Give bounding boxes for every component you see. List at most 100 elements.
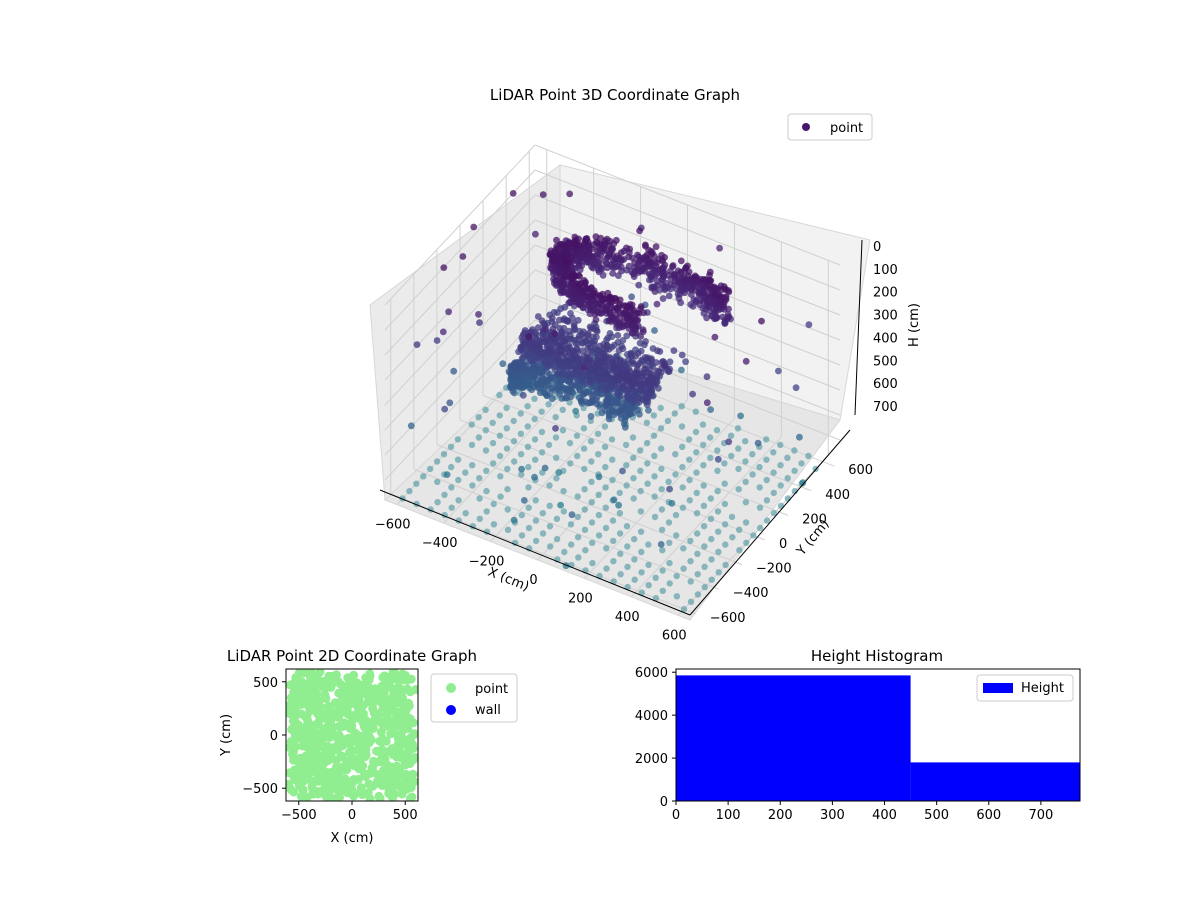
point-3d — [623, 244, 630, 252]
point-3d — [635, 281, 643, 289]
histogram-x-tick: 500 — [924, 808, 949, 823]
point-3d — [594, 430, 602, 437]
point-3d — [566, 331, 574, 339]
point-3d — [687, 558, 694, 565]
point-3d — [546, 390, 554, 397]
point-3d — [749, 471, 756, 478]
point-3d — [552, 434, 560, 441]
point-3d — [597, 358, 604, 366]
point-3d — [482, 447, 490, 454]
point-2d — [332, 773, 342, 783]
point-3d — [685, 436, 693, 443]
y-tick-3d: 400 — [825, 488, 850, 503]
point-3d — [605, 393, 613, 401]
point-3d — [510, 438, 518, 445]
point-3d — [589, 306, 597, 314]
point-3d — [610, 496, 618, 504]
point-3d — [455, 497, 462, 504]
point-2d — [393, 740, 403, 750]
point-3d — [647, 370, 654, 378]
point-3d — [608, 407, 616, 415]
point-3d — [585, 301, 593, 309]
point-2d — [364, 779, 374, 789]
point-3d — [468, 441, 476, 449]
point-2d — [296, 709, 306, 719]
point-2d — [382, 699, 392, 709]
point-3d — [620, 309, 627, 317]
point-3d — [608, 399, 615, 406]
point-3d — [708, 556, 715, 563]
point-3d — [568, 381, 576, 389]
point-3d — [721, 480, 728, 487]
points-2d — [286, 669, 418, 801]
point-2d — [382, 718, 392, 727]
point-3d — [637, 467, 644, 474]
point-3d — [630, 495, 637, 502]
point-3d — [581, 486, 588, 493]
point-3d — [483, 487, 490, 495]
point-3d — [724, 313, 732, 321]
point-2d — [379, 690, 389, 700]
histogram-x-tick: 600 — [976, 808, 1001, 823]
point-2d — [388, 770, 398, 780]
x-axis-3d-label: X (cm) — [486, 565, 531, 595]
point-3d — [525, 463, 532, 471]
point-2d — [299, 669, 309, 678]
point-2d — [305, 698, 315, 707]
point-3d — [513, 381, 521, 389]
point-3d — [619, 467, 626, 475]
point-3d — [445, 308, 452, 316]
x-tick-3d: 400 — [615, 610, 640, 625]
point-3d — [482, 406, 489, 413]
point-2d — [334, 739, 343, 749]
point-3d — [448, 504, 455, 511]
point-3d — [616, 510, 624, 517]
point-2d — [306, 688, 316, 698]
point-3d — [517, 410, 524, 417]
point-3d — [665, 478, 672, 485]
point-3d — [700, 523, 708, 530]
x-tick-3d: 200 — [568, 592, 593, 607]
point-3d — [524, 403, 531, 410]
point-3d — [703, 373, 711, 381]
point-3d — [777, 462, 784, 469]
point-3d — [671, 410, 678, 417]
point-3d — [509, 190, 517, 197]
point-3d — [602, 463, 609, 471]
point-3d — [530, 364, 538, 371]
point-2d — [377, 745, 387, 755]
point-2d — [331, 670, 341, 680]
point-3d — [574, 493, 581, 500]
x-tick-2d: 0 — [348, 808, 356, 823]
point-2d — [342, 758, 352, 768]
point-3d — [503, 425, 510, 432]
point-3d — [672, 511, 680, 519]
point-3d — [652, 243, 660, 251]
point-3d — [589, 290, 597, 298]
point-3d — [534, 324, 542, 331]
point-3d — [573, 432, 581, 439]
point-3d — [775, 367, 782, 375]
point-3d — [750, 532, 757, 539]
point-3d — [679, 504, 687, 511]
point-3d — [448, 463, 455, 471]
point-3d — [609, 251, 617, 259]
point-3d — [534, 313, 542, 320]
point-3d — [544, 369, 551, 376]
point-3d — [705, 296, 712, 303]
point-3d — [504, 465, 511, 473]
x-tick-3d: −200 — [469, 555, 505, 570]
point-3d — [446, 399, 454, 407]
point-3d — [524, 443, 532, 450]
point-2d — [389, 669, 399, 677]
point-3d — [548, 314, 556, 322]
point-3d — [625, 262, 633, 270]
point-3d — [539, 191, 547, 199]
point-3d — [610, 537, 617, 545]
point-3d — [511, 359, 519, 367]
point-3d — [454, 456, 462, 463]
point-3d — [559, 406, 566, 413]
point-3d — [574, 452, 581, 460]
point-3d — [588, 519, 596, 526]
point-3d — [555, 343, 563, 350]
